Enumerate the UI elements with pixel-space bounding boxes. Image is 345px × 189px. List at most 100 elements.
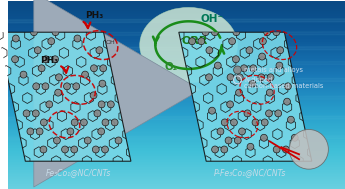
Polygon shape <box>0 32 131 161</box>
Circle shape <box>98 101 105 108</box>
Circle shape <box>233 56 239 63</box>
Circle shape <box>227 101 234 108</box>
Circle shape <box>40 146 47 153</box>
Circle shape <box>111 119 118 126</box>
Circle shape <box>27 128 34 135</box>
Circle shape <box>82 71 89 78</box>
Circle shape <box>96 47 103 54</box>
Circle shape <box>88 26 94 33</box>
Circle shape <box>12 56 19 63</box>
Circle shape <box>221 146 228 153</box>
Circle shape <box>214 62 221 69</box>
Text: OH⁻: OH⁻ <box>200 14 223 24</box>
Circle shape <box>217 128 224 135</box>
Circle shape <box>234 137 241 144</box>
Circle shape <box>275 110 282 117</box>
Circle shape <box>71 119 78 126</box>
Circle shape <box>206 74 213 81</box>
Circle shape <box>36 128 43 135</box>
Circle shape <box>284 98 290 105</box>
Circle shape <box>55 89 61 96</box>
Circle shape <box>98 128 105 135</box>
Circle shape <box>209 107 215 114</box>
Circle shape <box>34 47 41 54</box>
Circle shape <box>246 47 253 54</box>
Circle shape <box>115 137 122 144</box>
Circle shape <box>283 146 289 153</box>
Circle shape <box>236 74 243 81</box>
Circle shape <box>189 38 196 45</box>
Circle shape <box>221 119 228 126</box>
Circle shape <box>42 83 49 90</box>
Circle shape <box>40 119 47 126</box>
Circle shape <box>100 65 107 72</box>
Text: metals and alloys: metals and alloys <box>244 67 303 73</box>
Circle shape <box>102 119 109 126</box>
Circle shape <box>273 29 280 36</box>
Circle shape <box>230 119 237 126</box>
Circle shape <box>236 89 243 96</box>
Circle shape <box>234 66 242 74</box>
Circle shape <box>46 101 53 108</box>
Text: N-doped: N-doped <box>244 77 273 83</box>
Circle shape <box>71 146 78 153</box>
Circle shape <box>267 74 274 81</box>
Circle shape <box>73 83 80 90</box>
Text: PH₃: PH₃ <box>85 11 103 20</box>
Circle shape <box>239 128 245 135</box>
Circle shape <box>31 29 37 36</box>
Text: P-Fe₃Co₁@NC/CNTs: P-Fe₃Co₁@NC/CNTs <box>214 169 286 178</box>
Circle shape <box>48 38 55 45</box>
Circle shape <box>211 146 218 153</box>
Circle shape <box>67 128 74 135</box>
Circle shape <box>291 134 298 141</box>
Circle shape <box>52 56 59 63</box>
Circle shape <box>284 83 291 90</box>
Circle shape <box>240 65 247 72</box>
Circle shape <box>260 134 267 141</box>
Text: OH: OH <box>106 40 115 45</box>
Circle shape <box>90 65 97 72</box>
Circle shape <box>233 29 240 36</box>
Circle shape <box>198 38 205 45</box>
Circle shape <box>102 146 108 153</box>
Circle shape <box>42 56 49 63</box>
Circle shape <box>20 71 27 78</box>
Ellipse shape <box>140 7 237 83</box>
Circle shape <box>244 110 251 117</box>
Circle shape <box>225 137 232 144</box>
Circle shape <box>61 146 68 153</box>
Circle shape <box>250 65 257 72</box>
Text: Fe₃Co₁@NC/CNTs: Fe₃Co₁@NC/CNTs <box>46 169 111 178</box>
Circle shape <box>273 146 280 153</box>
Circle shape <box>227 74 234 81</box>
Circle shape <box>63 83 70 90</box>
Circle shape <box>259 53 266 60</box>
Circle shape <box>38 65 45 72</box>
Circle shape <box>74 35 81 42</box>
Circle shape <box>252 119 259 126</box>
Circle shape <box>247 143 254 150</box>
Circle shape <box>206 47 213 54</box>
Circle shape <box>33 83 40 90</box>
Circle shape <box>23 110 30 117</box>
Circle shape <box>80 119 87 126</box>
Circle shape <box>276 62 283 69</box>
Circle shape <box>32 110 39 117</box>
Circle shape <box>289 129 328 169</box>
Circle shape <box>99 80 106 87</box>
Circle shape <box>266 89 273 96</box>
Circle shape <box>287 116 294 123</box>
Circle shape <box>261 119 268 126</box>
Circle shape <box>264 29 270 36</box>
Circle shape <box>107 101 114 108</box>
Circle shape <box>94 110 101 117</box>
Polygon shape <box>179 32 312 161</box>
Circle shape <box>202 29 209 36</box>
Text: O₂: O₂ <box>164 62 178 72</box>
Circle shape <box>211 29 218 36</box>
Circle shape <box>12 35 19 42</box>
Text: ORR: ORR <box>181 36 208 46</box>
Circle shape <box>259 38 266 45</box>
Circle shape <box>84 137 91 144</box>
